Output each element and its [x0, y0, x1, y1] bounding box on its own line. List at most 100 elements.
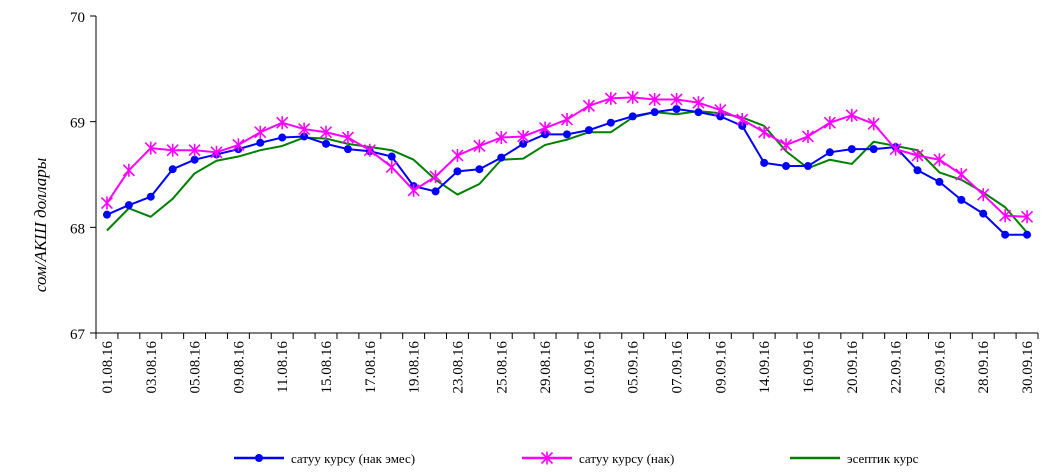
data-point: [210, 145, 223, 159]
data-point: [431, 187, 440, 196]
data-point: [495, 131, 508, 145]
data-point: [845, 108, 858, 122]
x-tick-label: 03.08.16: [144, 341, 160, 394]
data-point: [453, 167, 462, 176]
data-point: [736, 113, 749, 127]
x-tick-label: 05.08.16: [188, 341, 204, 394]
legend-item: сатуу курсу (нак): [522, 451, 674, 466]
data-point: [867, 117, 880, 131]
x-tick-label: 19.08.16: [407, 341, 423, 394]
data-point: [363, 143, 376, 157]
data-point: [957, 195, 966, 204]
data-point: [473, 139, 486, 153]
x-tick-label: 07.09.16: [670, 341, 686, 394]
data-point: [823, 116, 836, 130]
data-point: [560, 113, 574, 127]
data-point: [124, 201, 133, 210]
data-point: [999, 209, 1012, 223]
x-tick-label: 22.09.16: [889, 341, 905, 394]
data-point: [188, 143, 201, 157]
data-point: [911, 148, 924, 162]
x-axis: 01.08.16 03.08.16 05.08.16 09.08.16 11.08.16…: [95, 332, 1039, 394]
data-point: [100, 196, 114, 210]
data-point: [300, 132, 309, 141]
legend-marker: [540, 451, 554, 465]
data-point: [519, 139, 528, 148]
data-point: [517, 129, 530, 143]
data-point: [322, 139, 331, 148]
x-tick-label: 20.09.16: [845, 341, 861, 394]
data-point: [694, 108, 703, 117]
x-tick-label: 11.08.16: [275, 341, 291, 393]
x-tick-label: 14.09.16: [757, 341, 773, 394]
data-point: [692, 96, 705, 110]
data-point: [913, 166, 922, 175]
data-point: [1020, 210, 1034, 224]
data-point: [102, 210, 111, 219]
x-tick-label: 09.08.16: [231, 341, 247, 394]
data-point: [604, 91, 617, 105]
data-point: [626, 90, 639, 104]
legend: сатуу курсу (нак эмес) сатуу курсу (нак) э…: [234, 451, 919, 466]
data-point: [319, 125, 333, 139]
data-point: [933, 153, 946, 167]
data-point: [429, 170, 442, 184]
x-tick-label: 29.08.16: [538, 341, 554, 394]
data-point: [343, 145, 352, 154]
data-point: [760, 158, 769, 167]
data-point: [387, 152, 396, 161]
data-point: [144, 141, 157, 155]
x-tick-label: 28.09.16: [976, 341, 992, 394]
legend-item: эсептик курс: [790, 451, 919, 466]
data-point: [801, 129, 815, 143]
data-point: [847, 145, 856, 154]
series-line: [106, 107, 1028, 236]
data-point: [1023, 230, 1032, 239]
data-point: [278, 133, 287, 142]
data-point: [256, 138, 265, 147]
legend-item: сатуу курсу (нак эмес): [234, 451, 415, 466]
series-layer: [100, 90, 1034, 239]
y-tick-label: 67: [70, 327, 86, 343]
x-tick-label: 17.08.16: [363, 341, 379, 394]
data-point: [497, 153, 506, 162]
data-point: [475, 165, 484, 174]
x-tick-label: 15.08.16: [319, 341, 335, 394]
data-point: [782, 162, 791, 171]
data-point: [190, 155, 199, 164]
x-tick-label: 05.09.16: [626, 341, 642, 394]
y-axis: 67 68 69 70: [70, 10, 97, 343]
y-tick-label: 69: [70, 116, 85, 132]
series-2: [100, 90, 1034, 224]
data-point: [889, 142, 902, 156]
legend-marker: [255, 454, 263, 462]
data-point: [122, 163, 135, 177]
data-point: [451, 148, 464, 162]
x-tick-label: 25.08.16: [494, 341, 510, 394]
data-point: [385, 160, 398, 174]
data-point: [780, 138, 793, 152]
data-point: [254, 125, 267, 139]
x-tick-label: 16.09.16: [801, 341, 817, 394]
data-point: [232, 138, 245, 152]
data-point: [563, 130, 571, 139]
legend-label: сатуу курсу (нак): [579, 451, 674, 466]
data-point: [606, 118, 615, 127]
y-tick-label: 70: [70, 10, 85, 26]
x-tick-label: 01.09.16: [582, 341, 598, 394]
data-point: [298, 122, 311, 136]
data-point: [648, 92, 661, 106]
data-point: [276, 116, 289, 130]
data-point: [670, 92, 683, 106]
data-point: [977, 188, 990, 202]
data-point: [650, 108, 659, 117]
series-3: [106, 110, 1028, 234]
data-point: [803, 162, 812, 171]
data-point: [825, 148, 834, 157]
data-point: [166, 143, 179, 157]
series-line: [106, 110, 1028, 234]
data-point: [407, 183, 420, 197]
data-point: [672, 104, 681, 113]
data-point: [955, 168, 968, 181]
